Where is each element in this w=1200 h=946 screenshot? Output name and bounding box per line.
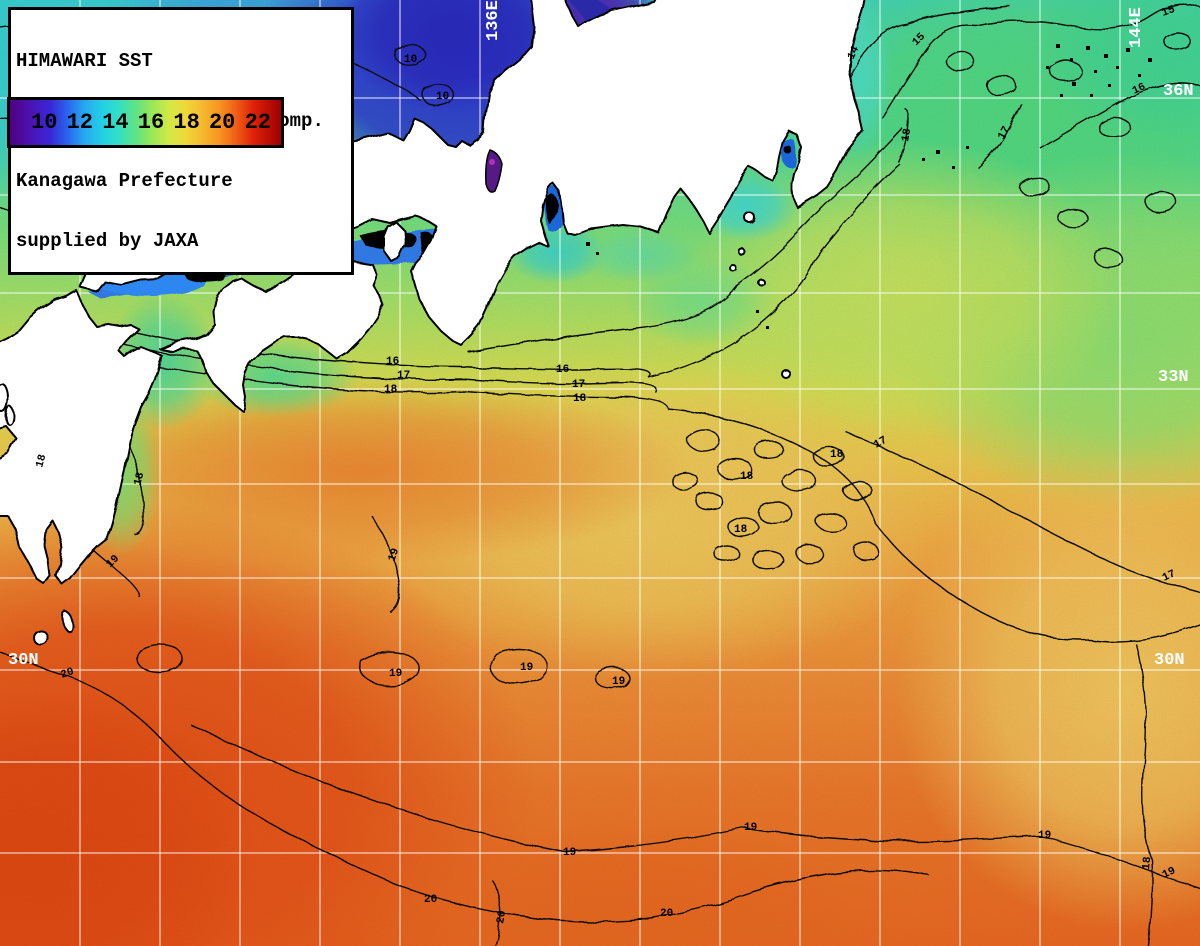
colorbar-tick: 18 (173, 110, 200, 135)
colorbar-tick: 10 (31, 110, 58, 135)
graticule-label: 36N (1163, 82, 1194, 101)
land-tanegashima (60, 610, 76, 634)
lake-biwa-warm-spot (489, 159, 495, 165)
graticule-label: 33N (1158, 368, 1189, 387)
contour-label: 14 (846, 44, 863, 61)
contour-label: 17 (1161, 568, 1178, 584)
land-izu-island-2 (729, 264, 737, 272)
graticule-label: 144E (1127, 7, 1146, 48)
contour-label: 19 (612, 676, 625, 688)
colorbar-tick: 16 (137, 110, 165, 135)
land-awaji-island (383, 221, 406, 262)
title-line-prefecture: Kanagawa Prefecture (16, 170, 233, 192)
contour-labels: 1010131414151516161617171717171818181818… (34, 4, 1177, 925)
grid-labels: 136E 144E 36N 33N 30N 30N (8, 0, 1194, 670)
contour-label: 20 (495, 910, 509, 925)
contour-label: 18 (384, 384, 398, 396)
contour-label: 18 (1141, 856, 1154, 871)
land-izu-island-3 (757, 278, 765, 286)
land-hachijojima (781, 369, 791, 379)
contour-label: 10 (404, 54, 417, 66)
contour-label: 18 (900, 127, 914, 142)
contour-label: 16 (386, 356, 399, 368)
contour-label: 18 (740, 471, 754, 483)
contour-label: 19 (389, 668, 402, 680)
title-line-supplier: supplied by JAXA (16, 230, 199, 252)
lake-biwa (485, 149, 503, 193)
land-goto-island-1 (0, 383, 9, 413)
contour-label: 19 (520, 662, 533, 674)
contour-label: 19 (386, 547, 402, 564)
contour-label: 16 (556, 364, 569, 376)
colorbar-tick: 20 (208, 110, 236, 135)
colorbar-tick: 14 (102, 110, 129, 135)
toyama-bay-water (567, 0, 612, 24)
contour-label: 17 (996, 125, 1013, 142)
land-kyushu (0, 289, 162, 585)
contour-label: 19 (1038, 830, 1051, 842)
contour-label: 18 (830, 449, 844, 461)
land-goto-island-2 (5, 406, 15, 426)
contour-label: 19 (744, 822, 757, 834)
contour-label: 19 (1161, 865, 1178, 881)
contour-label: 17 (397, 370, 410, 382)
land-izu-oshima (744, 212, 756, 224)
contour-label: 18 (573, 393, 587, 405)
contour-label: 18 (132, 471, 147, 487)
land-honshu (79, 0, 866, 346)
contour-label: 20 (424, 894, 437, 906)
contour-label: 16 (1131, 81, 1148, 97)
land (0, 0, 866, 645)
graticule-label: 30N (8, 651, 39, 670)
tokyo-bay-missing (784, 146, 792, 154)
land-yakushima (32, 629, 48, 645)
graticule-label: 30N (1154, 651, 1185, 670)
title-line-product: HIMAWARI SST (16, 50, 153, 72)
contour-label: 18 (34, 453, 49, 469)
contour-label: 19 (563, 847, 576, 859)
missing-data-speckles (586, 44, 1152, 329)
contour-label: 15 (1160, 4, 1177, 20)
graticule-label: 136E (484, 0, 503, 41)
land-izu-island-1 (738, 248, 746, 256)
colorbar-tick: 22 (244, 110, 271, 135)
contour-label: 18 (734, 524, 748, 536)
contour-label: 20 (59, 666, 76, 682)
contour-label: 10 (436, 91, 449, 103)
contour-label: 17 (872, 434, 889, 451)
temperature-colorbar: 10 12 14 16 18 20 22 (7, 97, 284, 148)
ise-bay-missing (545, 194, 558, 224)
contour-label: 17 (572, 379, 585, 391)
land-shikoku (159, 256, 384, 412)
colorbar-tick: 12 (66, 110, 93, 135)
contour-label: 20 (660, 908, 673, 920)
